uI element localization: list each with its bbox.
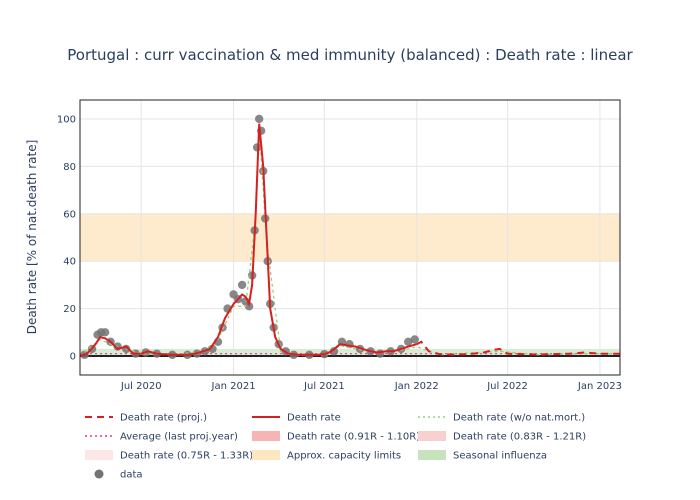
series-projection <box>416 340 620 356</box>
y-axis-label: Death rate [% of nat.death rate] <box>25 140 39 335</box>
x-tick-label-1: Jan 2021 <box>211 381 256 392</box>
data-point-21 <box>237 280 247 290</box>
data-point-47 <box>404 337 413 347</box>
legend: Death rate (proj.) Death rate Death rate (… <box>85 413 586 481</box>
legend-item-5-swatch <box>418 431 446 441</box>
data-point-48 <box>410 335 419 344</box>
legend-item-8-swatch <box>418 450 446 460</box>
data-point-27 <box>254 114 264 124</box>
plot-area: 0 20 40 60 80 100 Jul 2020 Jan 2021 Jul 2021 Jan … <box>57 99 622 392</box>
plot-frame <box>79 99 621 376</box>
legend-item-0-label: Death rate (proj.) <box>120 413 207 424</box>
series-death-rate <box>79 123 417 357</box>
legend-item-6-swatch <box>85 450 113 460</box>
y-tick-label-5: 100 <box>57 114 76 125</box>
series-wo-nat-mort <box>79 128 620 357</box>
legend-item-9-swatch <box>94 469 104 479</box>
legend-item-2-label: Death rate (w/o nat.mort.) <box>453 413 585 424</box>
legend-item-9-label: data <box>120 470 143 481</box>
chart-title: Portugal : curr vaccination & med immuni… <box>67 46 633 64</box>
data-point-23 <box>244 302 254 311</box>
y-tick-label-0: 0 <box>70 352 76 363</box>
y-tick-label-1: 20 <box>63 304 76 315</box>
data-point-4 <box>100 328 110 337</box>
legend-item-3-label: Average (last proj.year) <box>120 432 238 443</box>
legend-item-8-label: Seasonal influenza <box>453 451 547 462</box>
legend-item-7-label: Approx. capacity limits <box>287 451 401 462</box>
legend-item-7-swatch <box>252 450 280 460</box>
y-tick-label-3: 60 <box>63 209 76 220</box>
x-tick-label-2: Jul 2021 <box>303 381 345 392</box>
band-1 <box>80 348 620 357</box>
x-tick-label-0: Jul 2020 <box>120 381 162 392</box>
x-tick-label-5: Jan 2023 <box>577 381 622 392</box>
x-tick-label-4: Jul 2022 <box>486 381 528 392</box>
legend-item-4-label: Death rate (0.91R - 1.10R) <box>287 432 420 443</box>
x-tick-label-3: Jan 2022 <box>394 381 439 392</box>
legend-item-4-swatch <box>252 431 280 441</box>
legend-item-1-label: Death rate <box>287 413 341 424</box>
band-0 <box>80 213 620 262</box>
legend-item-6-label: Death rate (0.75R - 1.33R) <box>120 451 253 462</box>
y-tick-label-2: 40 <box>63 257 76 268</box>
y-tick-label-4: 80 <box>63 162 76 173</box>
legend-item-5-label: Death rate (0.83R - 1.21R) <box>453 432 586 443</box>
